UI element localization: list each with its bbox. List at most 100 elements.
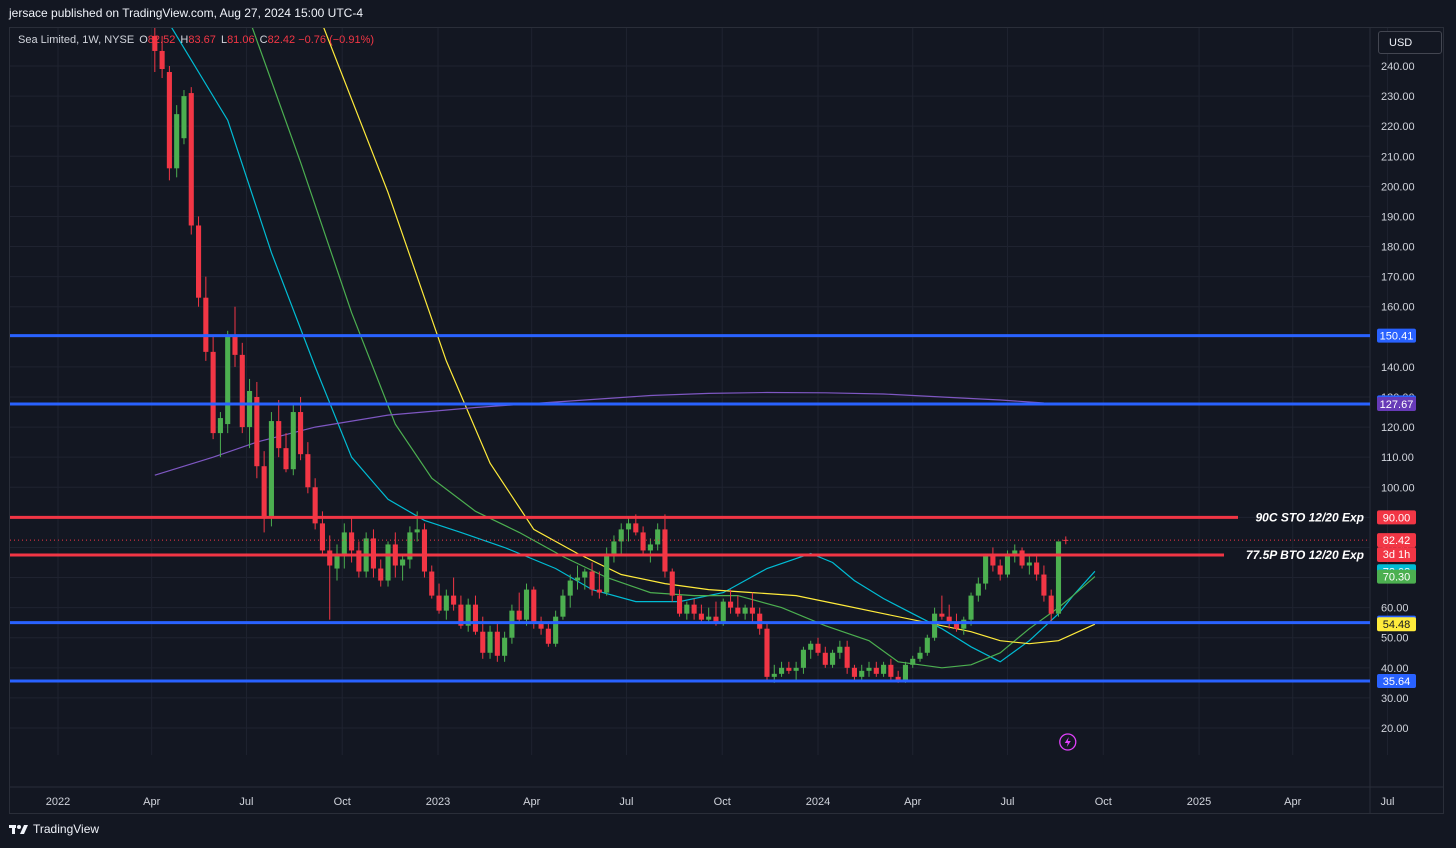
time-tick-label: Oct (334, 796, 351, 808)
bar-countdown-label: 3d 1h (1383, 549, 1411, 561)
candle-body (1012, 550, 1018, 554)
candle-body (720, 601, 726, 623)
candle-body (735, 607, 741, 614)
currency-button[interactable]: USD (1378, 31, 1442, 54)
price-marker-label: 127.67 (1380, 399, 1414, 411)
candle-body (859, 670, 865, 677)
candle-body (888, 664, 894, 677)
candle-body (545, 628, 551, 644)
price-marker-label: 70.30 (1383, 572, 1411, 584)
candle-body (195, 225, 202, 298)
candle-body (1004, 553, 1011, 575)
price-tick-label: 60.00 (1381, 603, 1409, 615)
low-value: 81.06 (227, 34, 255, 46)
candle-body (618, 529, 624, 542)
moving-average-line (171, 28, 1096, 663)
candle-body (939, 613, 945, 617)
candle-body (997, 565, 1003, 575)
level-note-label: 90C STO 12/20 Exp (1255, 510, 1364, 524)
time-tick-label: Apr (143, 796, 160, 808)
price-tick-label: 160.00 (1381, 302, 1415, 314)
candle-body (429, 571, 435, 596)
candle-body (596, 589, 602, 593)
lightning-bolt-glyph (1064, 737, 1071, 747)
publisher-line: jersace published on TradingView.com, Au… (9, 6, 363, 20)
candle-body (706, 616, 712, 620)
time-tick-label: Oct (714, 796, 731, 808)
moving-average-line (251, 28, 1096, 669)
price-tick-label: 170.00 (1381, 272, 1415, 284)
candle-body (676, 595, 683, 614)
candle-body (757, 613, 763, 629)
candle-body (713, 616, 719, 623)
candle-body (953, 622, 960, 629)
open-value: 82.52 (147, 34, 176, 46)
time-tick-label: Apr (904, 796, 921, 808)
candle-body (742, 607, 748, 614)
candle-body (458, 604, 464, 626)
price-tick-label: 110.00 (1381, 452, 1414, 464)
price-marker-label: 82.42 (1383, 535, 1411, 547)
candle-body (451, 595, 457, 605)
time-tick-label: Jul (1000, 796, 1014, 808)
candle-body (698, 613, 704, 620)
time-tick-label: Jul (239, 796, 253, 808)
candle-body (181, 96, 187, 139)
candle-body (261, 466, 267, 518)
candle-body (152, 35, 158, 51)
candle-body (983, 556, 989, 584)
candle-body (604, 553, 610, 593)
candle-body (910, 658, 916, 665)
price-marker-label-bg (1377, 533, 1416, 548)
time-tick-label: 2025 (1187, 796, 1211, 808)
price-marker-label-bg (1377, 397, 1416, 412)
candle-body (800, 649, 806, 668)
candle-body (531, 589, 537, 623)
price-tick-label: 100.00 (1381, 482, 1415, 494)
price-tick-label: 190.00 (1381, 211, 1415, 223)
price-tick-label: 20.00 (1381, 723, 1409, 735)
candle-body (924, 637, 930, 653)
price-tick-label: 220.00 (1381, 121, 1415, 133)
time-tick-label: Jul (1380, 796, 1394, 808)
candle-body (400, 559, 406, 566)
candle-body (881, 664, 887, 674)
candle-body (1055, 541, 1062, 614)
candle-body (239, 354, 245, 428)
price-marker-label-bg (1377, 617, 1416, 632)
low-label: L (220, 34, 228, 46)
lightning-bolt-icon[interactable] (1059, 733, 1077, 751)
level-price-label-bg (1377, 510, 1416, 525)
price-tick-label: 240.00 (1381, 61, 1415, 73)
candle-body (779, 667, 785, 674)
tradingview-footer[interactable]: TradingView (9, 822, 99, 836)
candle-body (1034, 562, 1040, 575)
candle-body (319, 523, 325, 551)
candle-body (961, 619, 967, 629)
candle-body (166, 72, 172, 169)
candle-body (502, 637, 508, 656)
time-tick-label: 2022 (46, 796, 70, 808)
candle-body (465, 604, 471, 626)
candle-body (764, 628, 770, 677)
candle-body (370, 538, 377, 569)
candle-body (1019, 550, 1025, 566)
candle-body (560, 595, 566, 617)
level-price-label: 90.00 (1383, 512, 1411, 524)
candle-body (873, 667, 879, 674)
time-tick-label: 2023 (426, 796, 450, 808)
candle-body (217, 418, 223, 434)
price-tick-label: 50.00 (1381, 633, 1409, 645)
candle-body (203, 297, 209, 352)
close-value: 82.42 (267, 34, 296, 46)
candle-body (640, 532, 646, 551)
time-tick-label: Apr (1284, 796, 1301, 808)
candle-body (487, 631, 493, 653)
price-marker-label: 54.48 (1383, 619, 1411, 631)
symbol-legend: Sea Limited, 1W, NYSE O82.52 H83.67 L81.… (18, 34, 374, 46)
candle-body (443, 595, 449, 611)
candle-body (625, 523, 632, 530)
candle-body (210, 351, 216, 434)
candle-body (283, 448, 289, 470)
